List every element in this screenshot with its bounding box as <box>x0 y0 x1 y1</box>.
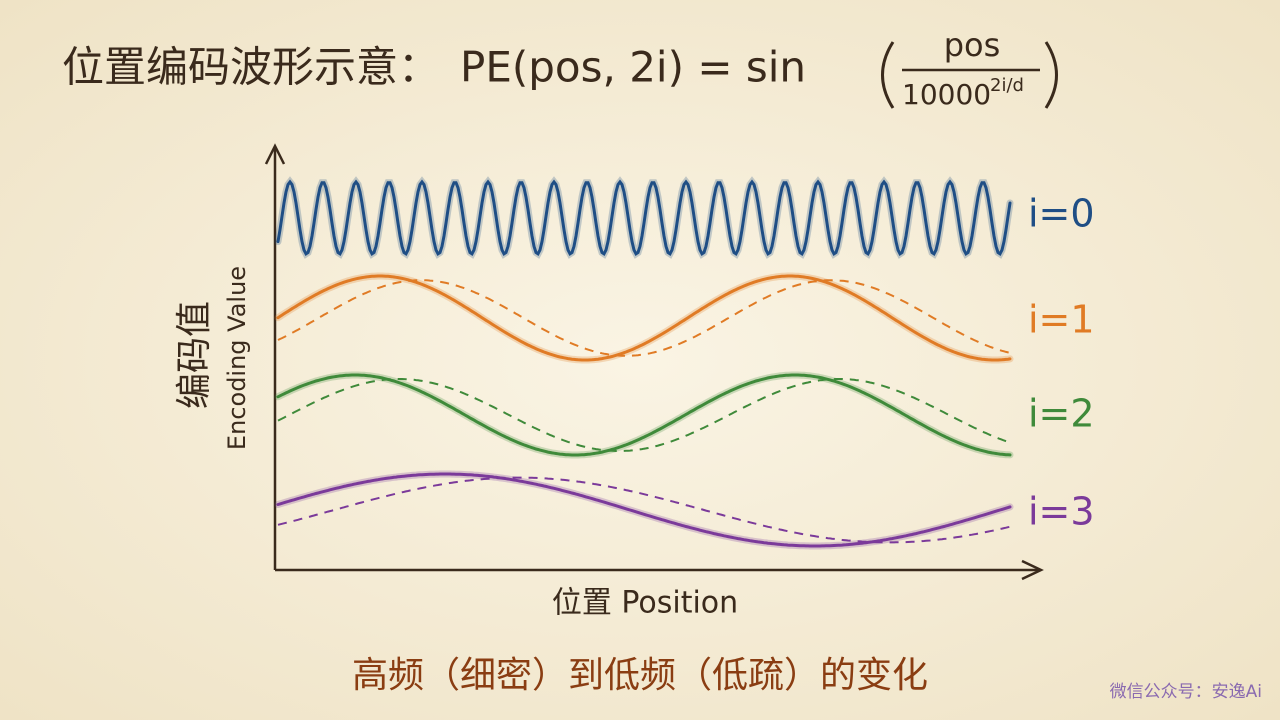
wave <box>276 373 1012 457</box>
paren-right <box>1044 41 1058 109</box>
y-arrow <box>264 143 286 165</box>
x-label: 位置 Position <box>552 586 738 621</box>
numerator: pos <box>944 26 1001 64</box>
x-arrow <box>1021 559 1044 581</box>
formula: PE(pos, 2i) = sin <box>460 43 806 92</box>
denominator: 10000 <box>902 78 991 111</box>
wave-shifted <box>277 378 1011 452</box>
wave-shifted <box>277 476 1011 544</box>
wave-shifted <box>277 279 1011 357</box>
waves: i=0 i=1 i=2 i=3 <box>274 176 1095 550</box>
wave-label: i=2 <box>1028 392 1095 436</box>
wave <box>276 472 1012 548</box>
y-label-en: Encoding Value <box>223 266 251 450</box>
wave-label: i=0 <box>1028 192 1095 236</box>
wave-label: i=1 <box>1028 298 1095 342</box>
paren-left <box>881 41 895 109</box>
wave <box>276 274 1012 362</box>
watermark: 微信公众号：安逸Ai <box>1110 682 1262 702</box>
wave <box>276 179 1012 256</box>
y-label-cn: 编码值 <box>174 301 215 409</box>
title: 位置编码波形示意： <box>62 43 440 92</box>
caption: 高频（细密）到低频（低疏）的变化 <box>352 655 928 696</box>
wave-label: i=3 <box>1028 490 1095 534</box>
exponent: 2i/d <box>990 75 1024 96</box>
